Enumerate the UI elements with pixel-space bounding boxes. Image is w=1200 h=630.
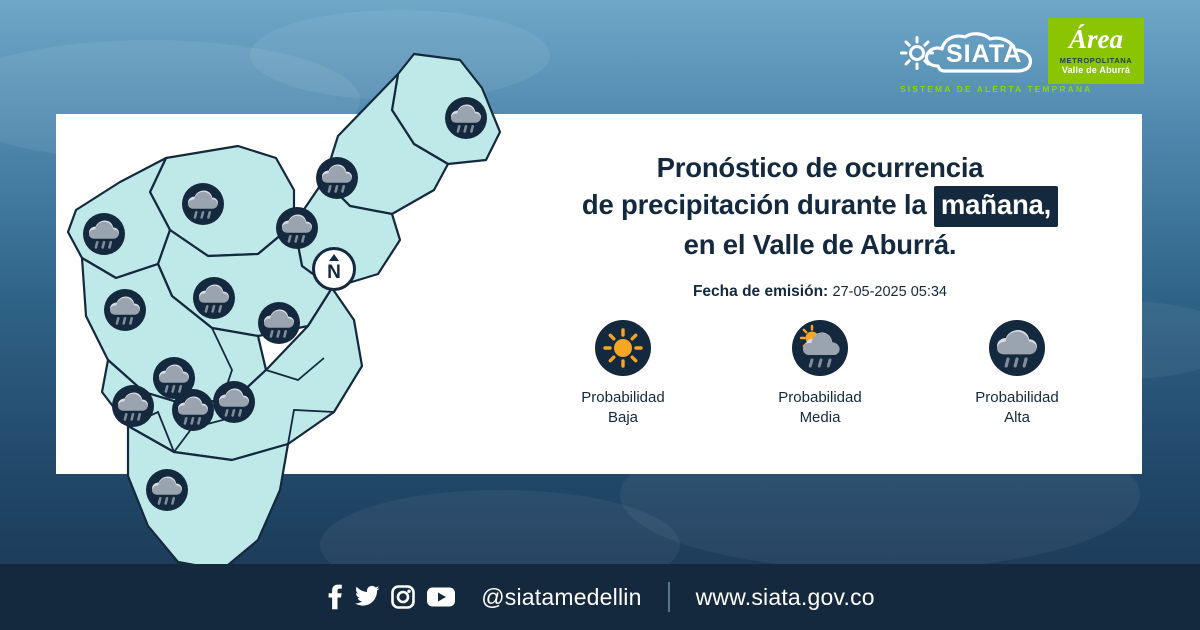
pin-san-pedro[interactable] [182, 183, 224, 225]
cloud-rain-icon [153, 357, 195, 399]
cloud-rain-icon [110, 296, 140, 325]
cloud-rain-icon [258, 302, 300, 344]
legend-label-baja: Probabilidad Baja [548, 388, 698, 429]
instagram-icon[interactable] [391, 585, 416, 609]
cloud-rain-icon [112, 385, 154, 427]
cloud-rain-icon [193, 277, 235, 319]
legend-icon-circle [792, 320, 848, 376]
siata-logo: SIATA SISTEMA DE ALERTA TEMPRANA [900, 18, 1090, 102]
title-line-2: de precipitación durante la mañana, [520, 186, 1120, 227]
highlight-period: mañana, [933, 186, 1059, 227]
sun-icon [900, 36, 934, 70]
emission-label: Fecha de emisión: [692, 282, 829, 300]
legend-label-line1: Probabilidad [778, 389, 862, 406]
cloud-rain-icon [219, 388, 249, 417]
cloud-rain-icon [445, 97, 487, 139]
amva-letter: Área [1069, 23, 1123, 54]
pin-girardota[interactable] [316, 157, 358, 199]
cloud-rain-icon [276, 207, 318, 249]
pin-don-matias[interactable] [83, 213, 125, 255]
cloud-rain-icon [172, 389, 214, 431]
legend-label-line2: Alta [1004, 409, 1030, 427]
amva-line2: Valle de Aburrá [1061, 64, 1131, 75]
twitter-icon[interactable] [354, 585, 380, 609]
cloud-rain-icon [178, 396, 208, 425]
compass-arrow-icon [329, 254, 339, 261]
website-url[interactable]: www.siata.gov.co [695, 583, 875, 610]
social-handle[interactable]: @siatamedellin [481, 583, 642, 610]
pin-bello[interactable] [193, 277, 235, 319]
cloud-rain-icon [89, 220, 119, 249]
footer-divider [667, 582, 670, 612]
cloud-rain-icon [118, 392, 148, 421]
logo-group: SIATA SISTEMA DE ALERTA TEMPRANA Área ME… [900, 18, 1144, 102]
legend-icon-circle [595, 320, 651, 376]
sun-icon [603, 328, 643, 368]
cloud-rain-icon [159, 364, 189, 393]
facebook-icon[interactable] [325, 584, 343, 610]
sun-behind-cloud-rain-icon [799, 324, 840, 368]
cloud-rain-icon [282, 214, 312, 243]
social-icon-group[interactable]: @siatamedellin [325, 584, 641, 611]
compass-north-icon: N [312, 247, 356, 291]
emission-date: Fecha de emisión: 27-05-2025 05:34 [520, 283, 1120, 301]
pin-sabaneta[interactable] [172, 389, 214, 431]
legend-item-alta: Probabilidad Alta [942, 320, 1092, 429]
compass-label: N [327, 261, 341, 283]
cloud-rain-icon [83, 213, 125, 255]
legend-icon-circle [989, 320, 1045, 376]
pin-la-estrella[interactable] [213, 381, 255, 423]
cloud-rain-icon [146, 469, 188, 511]
siata-wordmark: SIATA [946, 40, 1023, 68]
cloud-rain-icon [997, 330, 1037, 368]
emission-value: 27-05-2025 05:34 [832, 283, 948, 300]
legend-label-line2: Baja [607, 409, 639, 427]
youtube-icon[interactable] [426, 586, 456, 608]
pin-barbosa[interactable] [445, 97, 487, 139]
cloud-icon [924, 32, 1032, 73]
cloud-rain-icon [316, 157, 358, 199]
pin-caldas[interactable] [146, 469, 188, 511]
title-line-3: en el Valle de Aburrá. [683, 228, 957, 260]
legend-label-media: Probabilidad Media [745, 388, 895, 429]
cloud-rain-icon [199, 284, 229, 313]
cloud-rain-icon [322, 164, 352, 193]
page-title: Pronóstico de ocurrencia de precipitació… [520, 150, 1120, 263]
cloud-rain-icon [152, 476, 182, 505]
title-line-1: Pronóstico de ocurrencia [656, 152, 984, 183]
pin-itagui[interactable] [112, 385, 154, 427]
cloud-rain-icon [104, 289, 146, 331]
pin-medellin-centro[interactable] [258, 302, 300, 344]
legend-label-line1: Probabilidad [581, 389, 665, 406]
legend-label-alta: Probabilidad Alta [942, 388, 1092, 429]
amva-line1: METROPOLITANA [1059, 55, 1133, 65]
pin-medellin-norte[interactable] [104, 289, 146, 331]
legend-label-line1: Probabilidad [975, 389, 1059, 406]
probability-legend: Probabilidad Baja [520, 320, 1120, 429]
cloud-rain-icon [182, 183, 224, 225]
legend-item-media: Probabilidad Media [745, 320, 895, 429]
forecast-text-block: Pronóstico de ocurrencia de precipitació… [520, 150, 1120, 301]
cloud-rain-icon [188, 190, 218, 219]
cloud-rain-icon [451, 104, 481, 133]
pin-copacabana[interactable] [276, 207, 318, 249]
cloud-rain-icon [264, 309, 294, 338]
footer-bar: @siatamedellin www.siata.gov.co [0, 564, 1200, 630]
cloud-rain-icon [213, 381, 255, 423]
title-line-2-text: de precipitación durante la [581, 189, 934, 221]
valle-de-aburra-map: N [62, 40, 532, 572]
siata-tagline: SISTEMA DE ALERTA TEMPRANA [900, 84, 1093, 94]
legend-item-baja: Probabilidad Baja [548, 320, 698, 429]
legend-label-line2: Media [799, 409, 841, 427]
amva-logo: Área METROPOLITANA Valle de Aburrá [1048, 18, 1144, 84]
